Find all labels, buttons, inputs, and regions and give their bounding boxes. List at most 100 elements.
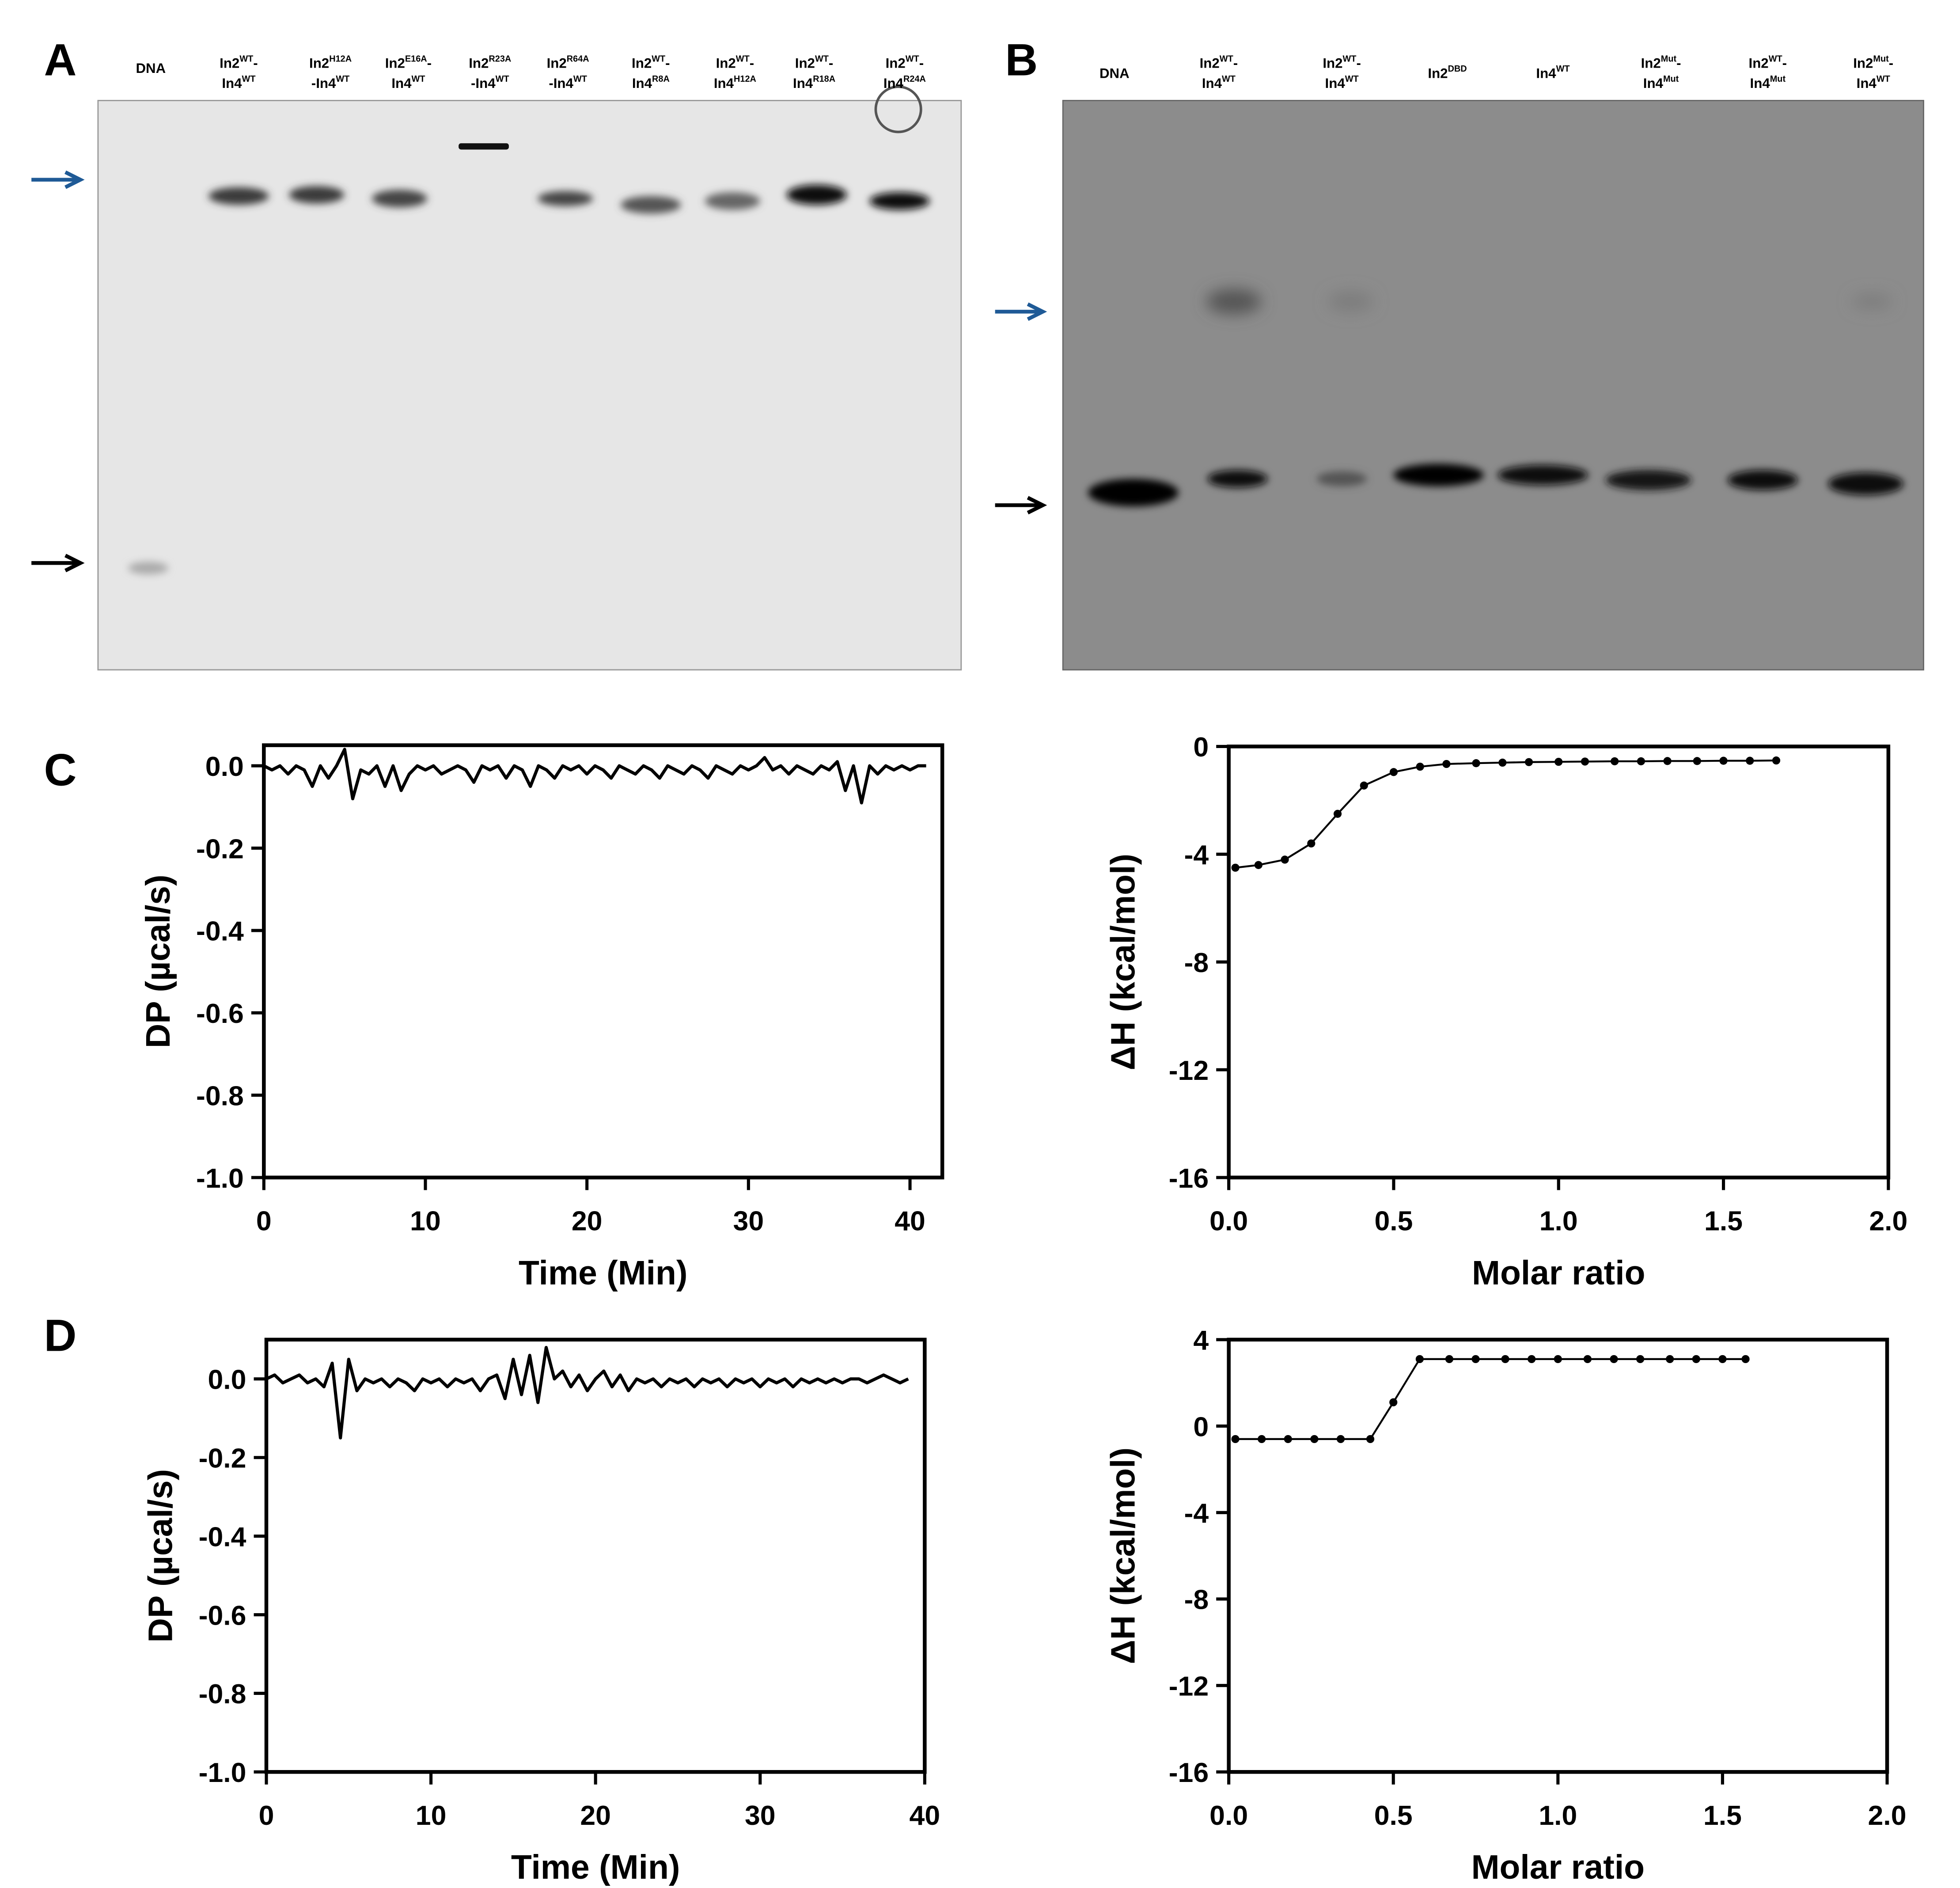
data-point <box>1719 756 1728 765</box>
superscript: R18A <box>813 74 835 84</box>
lane-label: In4WT <box>1202 74 1236 91</box>
superscript: WT <box>652 54 665 64</box>
data-point <box>1389 1398 1398 1406</box>
lane-text: In2 <box>1323 56 1342 71</box>
data-point <box>1231 863 1240 872</box>
x-tick-label: 2.0 <box>1868 1800 1907 1831</box>
lane-text: - <box>1889 56 1893 71</box>
lane-text: - <box>665 56 670 71</box>
superscript: WT <box>412 74 425 84</box>
lane-text: In2 <box>1200 56 1220 71</box>
x-tick-label: 1.0 <box>1539 1205 1578 1236</box>
superscript: R8A <box>652 74 670 84</box>
lane-text: In2 <box>309 56 329 71</box>
lane-text: - <box>829 56 833 71</box>
superscript: Mut <box>1873 54 1889 64</box>
data-point <box>1336 1435 1345 1444</box>
lane-text: -In4 <box>471 76 496 91</box>
lane-text: In4 <box>1643 76 1664 91</box>
panel-label: B <box>1005 34 1038 85</box>
lane-label: In2WT- <box>1323 54 1361 71</box>
lane-label: In2Mut- <box>1853 54 1893 71</box>
x-tick-label: 0 <box>259 1800 274 1831</box>
data-point <box>1741 1355 1750 1364</box>
superscript: WT <box>573 74 587 84</box>
superscript: WT <box>1220 54 1233 64</box>
lane-text: In2 <box>469 56 489 71</box>
blue-arrow <box>995 302 1047 321</box>
y-tick-label: -8 <box>1184 1584 1209 1615</box>
y-axis-label: ΔH (kcal/mol) <box>1104 1447 1142 1664</box>
superscript: WT <box>1345 74 1359 84</box>
lane-label: In2WT- <box>716 54 754 71</box>
x-axis-label: Time (Min) <box>519 1254 687 1292</box>
data-line <box>265 1346 909 1440</box>
lane-label: In2WT- <box>1749 54 1787 71</box>
data-point <box>1528 1355 1536 1364</box>
x-tick-label: 20 <box>572 1205 603 1236</box>
lane-label: In2Mut- <box>1641 54 1681 71</box>
lane-label: In2WT- <box>1200 54 1238 71</box>
data-point <box>1554 758 1563 766</box>
y-tick-label: -0.6 <box>199 1600 246 1631</box>
lane-text: In4 <box>793 76 813 91</box>
panel-label: D <box>44 1310 77 1361</box>
lane-label: In4H12A <box>714 74 756 91</box>
lane-label: DNA <box>136 61 166 76</box>
data-line <box>1235 760 1777 869</box>
lane-label: In2WT- <box>795 54 834 71</box>
lane-text: In4 <box>222 76 242 91</box>
lane-text: - <box>919 56 924 71</box>
lane-text: -In4 <box>549 76 573 91</box>
data-point <box>1258 1435 1266 1444</box>
lane-label: In2R64A <box>547 54 589 71</box>
superscript: Mut <box>1663 74 1679 84</box>
lane-text: In2 <box>716 56 736 71</box>
lane-text: In4 <box>632 76 652 91</box>
y-tick-label: 4 <box>1193 1325 1209 1356</box>
lane-label: In4Mut <box>1750 74 1786 91</box>
superscript: R24A <box>903 74 926 84</box>
superscript: E16A <box>405 54 427 64</box>
data-point <box>1666 1355 1674 1364</box>
lane-label: In2R23A <box>469 54 511 71</box>
lane-label: In2WT- <box>632 54 670 71</box>
lane-text: In4 <box>714 76 734 91</box>
superscript: WT <box>815 54 829 64</box>
data-point <box>1718 1355 1727 1364</box>
data-point <box>1636 1355 1645 1364</box>
lane-label: In4WT <box>1857 74 1890 91</box>
data-point <box>1581 757 1589 766</box>
lane-label: In2WT- <box>886 54 924 71</box>
lane-label: In2E16A- <box>385 54 432 71</box>
plot-frame <box>264 1337 927 1774</box>
lane-text: In2 <box>220 56 239 71</box>
lane-text: - <box>427 56 432 71</box>
data-line <box>263 748 926 805</box>
lane-text: In2 <box>1641 56 1661 71</box>
lane-text: - <box>1233 56 1238 71</box>
y-tick-label: -0.8 <box>196 1080 244 1111</box>
plot-frame <box>1227 745 1891 1180</box>
x-tick-label: 10 <box>410 1205 441 1236</box>
lane-text: In2 <box>886 56 906 71</box>
lane-label: DNA <box>1099 65 1130 81</box>
y-tick-label: -4 <box>1184 1498 1209 1529</box>
data-point <box>1416 763 1424 771</box>
superscript: DBD <box>1448 64 1467 74</box>
x-tick-label: 1.5 <box>1704 1205 1743 1236</box>
data-point <box>1498 758 1507 767</box>
blue-arrow <box>31 170 85 189</box>
y-tick-label: -0.8 <box>199 1679 246 1709</box>
y-tick-label: 0.0 <box>205 751 244 782</box>
superscript: WT <box>1343 54 1357 64</box>
lane-label: In4WT <box>391 74 425 91</box>
data-point <box>1415 1355 1424 1364</box>
data-point <box>1583 1355 1592 1364</box>
lane-label: In4WT <box>1536 64 1570 81</box>
data-point <box>1746 756 1754 765</box>
gel-a-bands <box>128 85 930 574</box>
lane-text: In2 <box>1428 65 1448 81</box>
superscript: WT <box>496 74 509 84</box>
